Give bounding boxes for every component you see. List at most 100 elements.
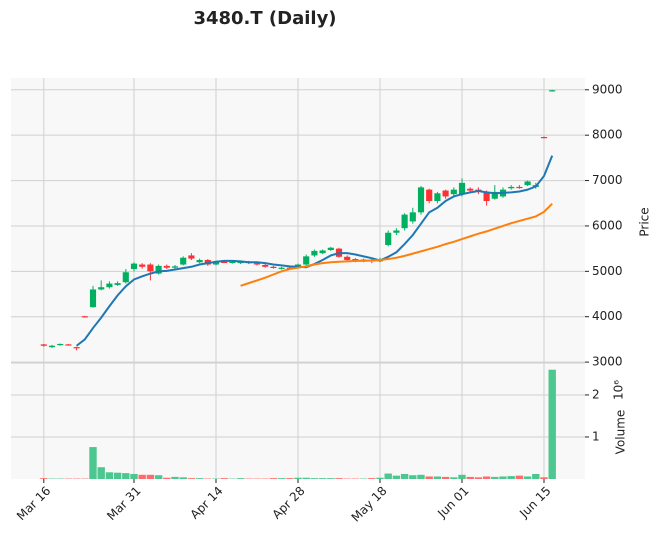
x-tick-label: May 18 xyxy=(349,484,390,525)
volume-bar xyxy=(327,478,335,479)
volume-bar xyxy=(318,478,327,479)
candle-body xyxy=(65,344,72,346)
volume-bar xyxy=(40,478,48,479)
candle-body xyxy=(229,261,236,263)
volume-bar xyxy=(138,474,146,479)
candle-body xyxy=(57,343,64,346)
volume-bar xyxy=(474,477,483,479)
volume-bar xyxy=(368,478,376,479)
volume-bar xyxy=(523,476,532,479)
candle-body xyxy=(524,181,531,186)
volume-bar xyxy=(89,447,97,479)
candle-body xyxy=(434,193,441,201)
y-tick-label: 3000 xyxy=(592,355,623,369)
candle-body xyxy=(327,247,334,250)
volume-bar xyxy=(409,475,417,479)
chart-title: 3480.T (Daily) xyxy=(193,8,336,29)
volume-bar xyxy=(286,478,294,479)
candle-body xyxy=(262,264,269,267)
candle-body xyxy=(147,264,154,272)
volume-bar xyxy=(154,475,163,479)
candle-body xyxy=(270,266,277,268)
y-tick-label: 6000 xyxy=(592,218,623,232)
candle-body xyxy=(139,264,146,267)
candle-body xyxy=(491,191,498,199)
candle-body xyxy=(303,256,310,265)
x-tick-label: Mar 31 xyxy=(104,484,143,523)
candle-body xyxy=(344,256,351,260)
candle-body xyxy=(409,212,416,222)
volume-bar xyxy=(376,477,384,479)
candle-body xyxy=(426,189,433,201)
volume-bar xyxy=(310,478,319,479)
volume-bar xyxy=(450,477,458,479)
volume-scale-label: 10⁶ xyxy=(612,380,626,400)
volume-bar xyxy=(277,478,286,479)
candle-body xyxy=(549,90,556,92)
volume-bar xyxy=(179,477,187,479)
candle-body xyxy=(114,283,121,285)
candle-body xyxy=(221,261,228,263)
volume-tick-label: 1 xyxy=(592,429,600,443)
candle-body xyxy=(253,263,261,265)
candle-body xyxy=(155,265,162,274)
candle-body xyxy=(442,190,449,197)
candle-body xyxy=(467,188,474,191)
volume-bar xyxy=(113,472,122,479)
x-tick-label: Jun 15 xyxy=(516,484,553,521)
volume-axis-label: Volume xyxy=(614,410,628,455)
candle-body xyxy=(385,232,392,246)
volume-bar xyxy=(499,476,507,479)
volume-bar xyxy=(97,467,105,479)
y-tick-label: 9000 xyxy=(592,82,623,96)
volume-bar xyxy=(548,369,556,479)
volume-bar xyxy=(392,475,401,479)
volume-bar xyxy=(171,476,179,479)
volume-bar xyxy=(335,478,343,479)
candle-body xyxy=(417,187,425,213)
candle-body xyxy=(278,267,285,269)
candle-body xyxy=(540,136,548,139)
volume-bar xyxy=(122,473,130,479)
x-tick-label: Jun 01 xyxy=(434,484,471,521)
candle-body xyxy=(483,191,490,201)
candle-body xyxy=(188,255,195,259)
candle-body xyxy=(311,250,318,256)
volume-bar xyxy=(417,474,425,479)
volume-bar xyxy=(195,478,204,479)
candle-body xyxy=(171,266,179,268)
candle-body xyxy=(393,230,400,233)
volume-bar xyxy=(294,477,302,479)
y-tick-label: 5000 xyxy=(592,264,623,278)
volume-bar xyxy=(146,474,155,479)
candle-body xyxy=(48,345,56,348)
candle-body xyxy=(450,189,457,195)
volume-bar xyxy=(466,476,474,479)
x-tick-label: Apr 28 xyxy=(270,484,308,522)
volume-bar xyxy=(540,477,548,479)
y-axis-label: Price xyxy=(638,207,652,236)
candle-body xyxy=(163,265,170,268)
volume-bar xyxy=(302,477,310,479)
candle-body xyxy=(73,347,80,349)
volume-bar xyxy=(491,476,499,479)
candle-body xyxy=(508,186,515,189)
volume-bar xyxy=(400,473,409,479)
y-tick-label: 4000 xyxy=(592,309,623,323)
candle-body xyxy=(130,263,138,270)
candle-body xyxy=(180,257,187,265)
candle-body xyxy=(212,261,220,265)
volume-bar xyxy=(425,476,433,479)
candle-body xyxy=(98,287,105,290)
y-tick-label: 7000 xyxy=(592,173,623,187)
volume-bar xyxy=(220,478,228,479)
volume-bar xyxy=(532,473,540,479)
volume-bar xyxy=(236,478,245,479)
volume-bar xyxy=(105,472,114,479)
candle-body xyxy=(196,259,203,263)
candle-body xyxy=(319,250,326,254)
candle-body xyxy=(458,182,466,195)
candle-body xyxy=(89,289,97,308)
candle-body xyxy=(106,283,113,288)
volume-bar xyxy=(433,476,442,479)
